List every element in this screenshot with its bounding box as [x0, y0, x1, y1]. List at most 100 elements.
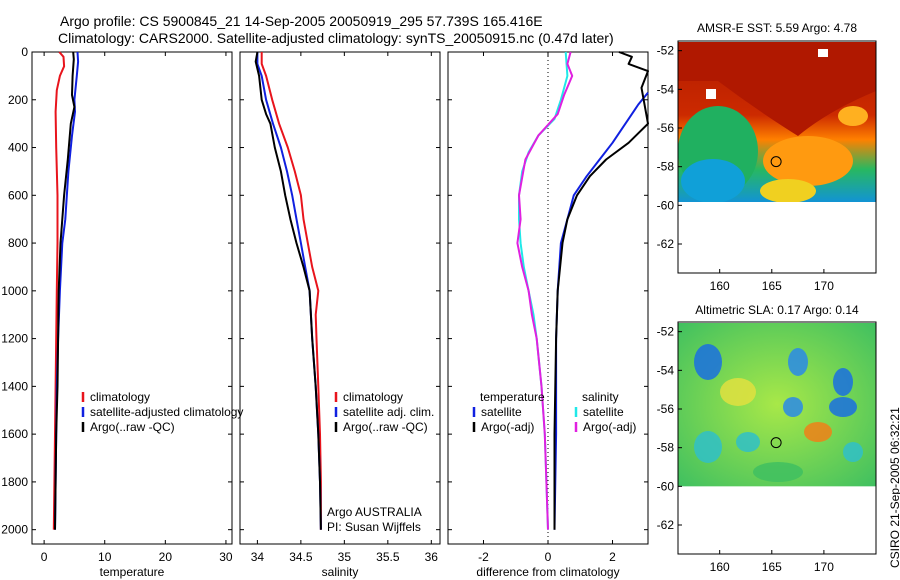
x-tick-label: 0: [545, 550, 552, 564]
missing-data: [706, 89, 716, 99]
series-line: [256, 52, 322, 530]
plot-frame: [31, 51, 233, 545]
map-frame: [677, 40, 877, 274]
argo-location-marker: [770, 156, 782, 168]
legend-group-title: temperature: [480, 390, 545, 404]
heatmap-field: [678, 323, 876, 487]
y-tick-label: 600: [8, 188, 28, 202]
x-tick-label: 0: [41, 550, 48, 564]
x-tick-label: -2: [478, 550, 489, 564]
x-tick-label: 165: [762, 279, 782, 293]
y-tick-label: -60: [657, 479, 675, 493]
anomaly-patch: [694, 431, 722, 463]
anomaly-patch: [783, 397, 803, 417]
x-tick-label: 35: [338, 550, 352, 564]
y-tick-label: -54: [657, 363, 675, 377]
y-tick-label: 1600: [1, 427, 28, 441]
figure-title-line1: Argo profile: CS 5900845_21 14-Sep-2005 …: [60, 13, 543, 29]
yellow-patch: [760, 179, 816, 202]
map-title: Altimetric SLA: 0.17 Argo: 0.14: [695, 303, 859, 317]
cold-patch: [681, 159, 745, 202]
x-tick-label: 34: [251, 550, 265, 564]
series-line: [553, 91, 649, 530]
anomaly-patch: [829, 397, 857, 417]
x-tick-label: 20: [159, 550, 173, 564]
x-tick-label: 36: [425, 550, 439, 564]
legend-label: satellite-adjusted climatology: [90, 405, 243, 419]
heatmap-field: [678, 42, 876, 202]
panel-annotation: PI: Susan Wijffels: [327, 520, 421, 534]
orange-patch: [838, 106, 868, 126]
x-axis-label: difference from climatology: [476, 565, 619, 579]
x-tick-label: 30: [219, 550, 233, 564]
x-axis-label: temperature: [100, 565, 165, 579]
x-tick-label: 170: [814, 560, 834, 574]
series-line: [54, 51, 76, 530]
series-line: [254, 51, 322, 530]
y-tick-label: 800: [8, 236, 28, 250]
y-tick-label: -58: [657, 441, 675, 455]
legend-label: Argo(..raw -QC): [90, 420, 175, 434]
legend-label: climatology: [343, 390, 403, 404]
anomaly-patch: [720, 378, 756, 406]
panel-sst-map: AMSR-E SST: 5.59 Argo: 4.78 160 165 170 -52 -…: [657, 21, 877, 293]
y-tick-label: -52: [657, 44, 675, 58]
y-tick-label: -54: [657, 82, 675, 96]
x-tick-label: 34.5: [289, 550, 313, 564]
orange-patch: [763, 136, 853, 186]
series-line: [518, 51, 569, 530]
watermark: CSIRO 21-Sep-2005 06:32:21: [888, 407, 900, 568]
x-tick-label: 165: [762, 560, 782, 574]
legend-label: Argo(..raw -QC): [343, 420, 428, 434]
series-line: [553, 51, 649, 530]
legend-label: satellite: [481, 405, 522, 419]
y-tick-label: 0: [21, 45, 28, 59]
figure-title-line2: Climatology: CARS2000. Satellite-adjuste…: [58, 30, 614, 46]
y-tick-label: -60: [657, 198, 675, 212]
x-tick-label: 35.5: [376, 550, 400, 564]
anomaly-patch: [736, 432, 760, 452]
x-tick-label: 10: [98, 550, 112, 564]
anomaly-patch: [843, 442, 863, 462]
argo-location-marker: [770, 437, 782, 449]
y-tick-label: -52: [657, 325, 675, 339]
legend-label: Argo(-adj): [481, 420, 534, 434]
panel-annotation: Argo AUSTRALIA: [327, 505, 422, 519]
legend-label: satellite adj. clim.: [343, 405, 434, 419]
anomaly-patch: [694, 344, 722, 380]
warm-region: [678, 42, 876, 136]
x-tick-label: 160: [710, 560, 730, 574]
legend-label: climatology: [90, 390, 150, 404]
y-tick-label: 1200: [1, 332, 28, 346]
x-axis-label: salinity: [322, 565, 359, 579]
panel-salinity: 34 34.5 35 35.5 36 salinity climatologysatelli…: [239, 51, 441, 579]
y-tick-label: -56: [657, 402, 675, 416]
x-tick-label: 160: [710, 279, 730, 293]
legend-group-title: salinity: [582, 390, 619, 404]
plot-frame: [239, 51, 441, 545]
y-tick-label: 200: [8, 93, 28, 107]
y-tick-label: -56: [657, 121, 675, 135]
y-tick-label: 1400: [1, 379, 28, 393]
series-line: [516, 51, 574, 530]
x-tick-label: 2: [609, 550, 616, 564]
missing-data: [818, 49, 828, 57]
anomaly-patch: [753, 462, 803, 482]
y-tick-label: -62: [657, 237, 675, 251]
panel-temperature: 0 10 20 30 0 200 400 600 800 1000 1200 1400 1600 1800…: [1, 45, 243, 579]
y-tick-label: -58: [657, 160, 675, 174]
anomaly-patch: [833, 368, 853, 396]
map-frame: [677, 321, 877, 555]
anomaly-patch: [804, 422, 832, 442]
y-tick-label: 1800: [1, 475, 28, 489]
map-title: AMSR-E SST: 5.59 Argo: 4.78: [697, 21, 857, 35]
y-tick-label: -62: [657, 518, 675, 532]
y-tick-label: 400: [8, 141, 28, 155]
series-line: [52, 51, 66, 530]
y-tick-label: 1000: [1, 284, 28, 298]
y-tick-label: 2000: [1, 523, 28, 537]
legend-label: satellite: [583, 405, 624, 419]
series-line: [260, 52, 322, 530]
